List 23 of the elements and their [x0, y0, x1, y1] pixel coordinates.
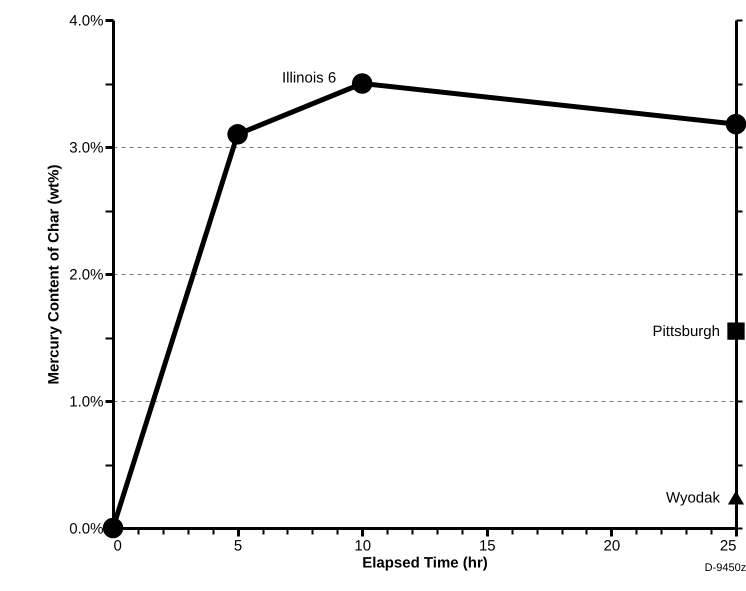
point [227, 124, 248, 145]
series-label: Wyodak [666, 490, 720, 507]
x-tick-label: 25 [720, 538, 736, 554]
x-tick-label: 0 [114, 538, 122, 554]
point [726, 114, 746, 134]
y-tick-label: 0.0% [69, 520, 104, 538]
x-axis-title: Elapsed Time (hr) [362, 554, 488, 572]
point [727, 322, 745, 340]
y-tick-label: 4.0% [69, 12, 104, 30]
x-tick-label: 5 [234, 538, 242, 554]
x-tick-label: 10 [354, 538, 372, 554]
point [352, 73, 372, 94]
series-label: Pittsburgh [652, 323, 720, 340]
point [102, 518, 124, 538]
y-tick-label: 3.0% [69, 140, 104, 156]
x-tick-label: 20 [604, 538, 620, 554]
point [728, 490, 744, 504]
text: D-9450z [704, 562, 746, 574]
x-tick-label: 15 [478, 538, 496, 554]
y-tick-label: 1.0% [69, 394, 104, 410]
y-axis-title: Mercury Content of Char (wt%) [45, 164, 62, 385]
y-tick-label: 2.0% [69, 266, 104, 284]
series-label: Illinois 6 [282, 70, 336, 86]
